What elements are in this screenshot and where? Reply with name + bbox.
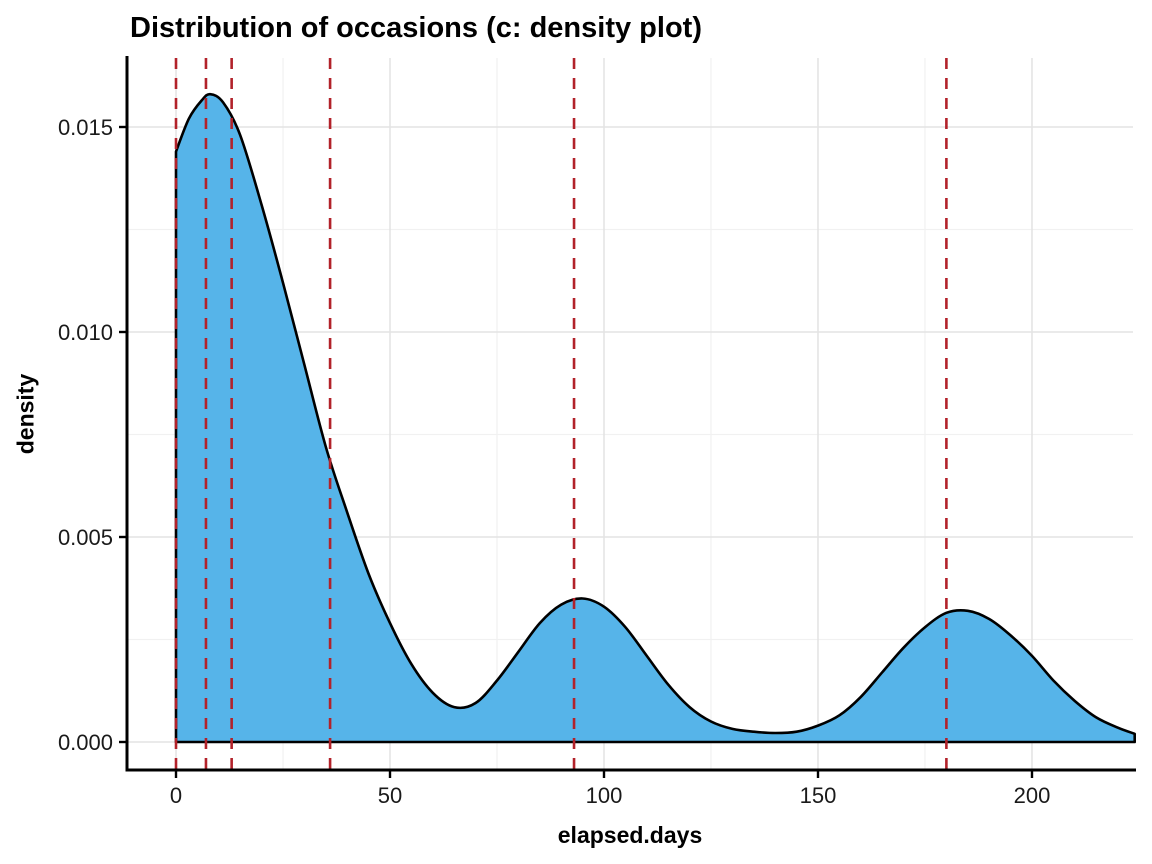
x-axis-title: elapsed.days — [557, 822, 703, 848]
y-tick-label: 0.005 — [58, 525, 113, 550]
x-tick-label: 100 — [586, 783, 623, 808]
y-tick-label: 0.010 — [58, 320, 113, 345]
density-area — [174, 92, 1136, 744]
y-tick-label: 0.015 — [58, 115, 113, 140]
y-tick-label: 0.000 — [58, 730, 113, 755]
x-tick-label: 150 — [800, 783, 837, 808]
x-tick-label: 200 — [1014, 783, 1051, 808]
x-tick-label: 0 — [170, 783, 182, 808]
chart-title: Distribution of occasions (c: density pl… — [130, 12, 702, 44]
x-tick-label: 50 — [378, 783, 402, 808]
